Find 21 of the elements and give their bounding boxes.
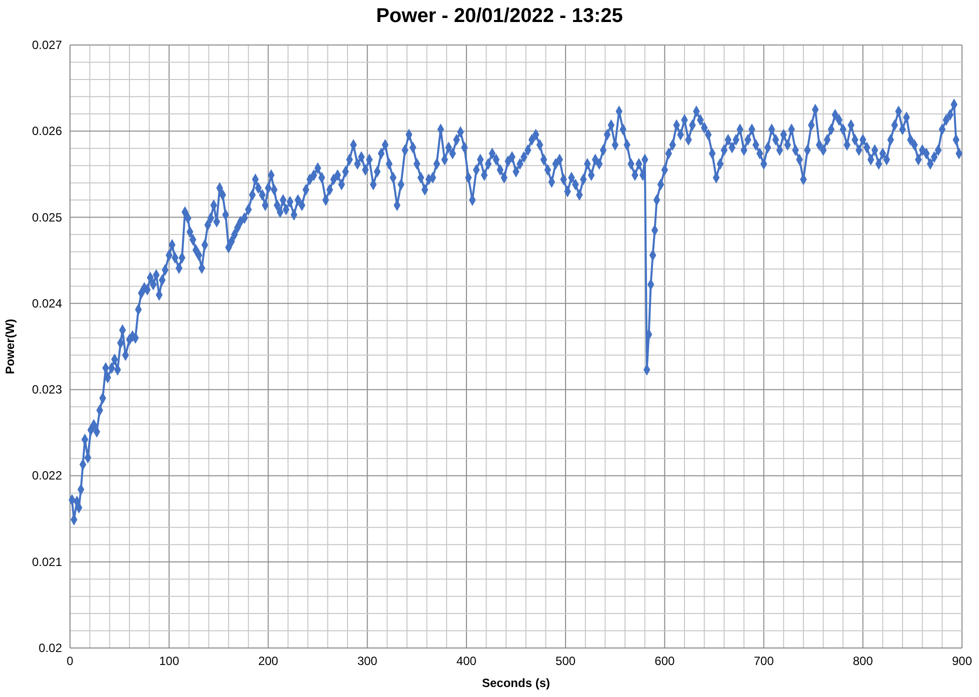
x-tick-label: 300 [357,654,378,668]
x-tick-label: 200 [258,654,279,668]
y-tick-label: 0.025 [32,210,62,224]
y-tick-label: 0.026 [32,124,62,138]
chart-title: Power - 20/01/2022 - 13:25 [376,5,623,27]
y-tick-label: 0.02 [38,641,62,655]
x-tick-label: 600 [654,654,675,668]
y-tick-label: 0.024 [32,296,62,310]
x-tick-label: 500 [556,654,576,668]
x-tick-label: 100 [159,654,180,668]
x-axis-title: Seconds (s) [482,676,550,690]
x-tick-label: 0 [66,654,74,668]
y-axis-title: Power(W) [3,318,17,374]
x-tick-label: 900 [952,654,972,668]
x-tick-label: 700 [754,654,774,668]
x-tick-label: 400 [456,654,477,668]
y-tick-label: 0.027 [32,38,62,52]
x-tick-label: 800 [852,654,874,668]
y-tick-label: 0.023 [32,382,62,397]
y-tick-label: 0.022 [32,468,62,483]
y-tick-label: 0.021 [32,554,62,569]
